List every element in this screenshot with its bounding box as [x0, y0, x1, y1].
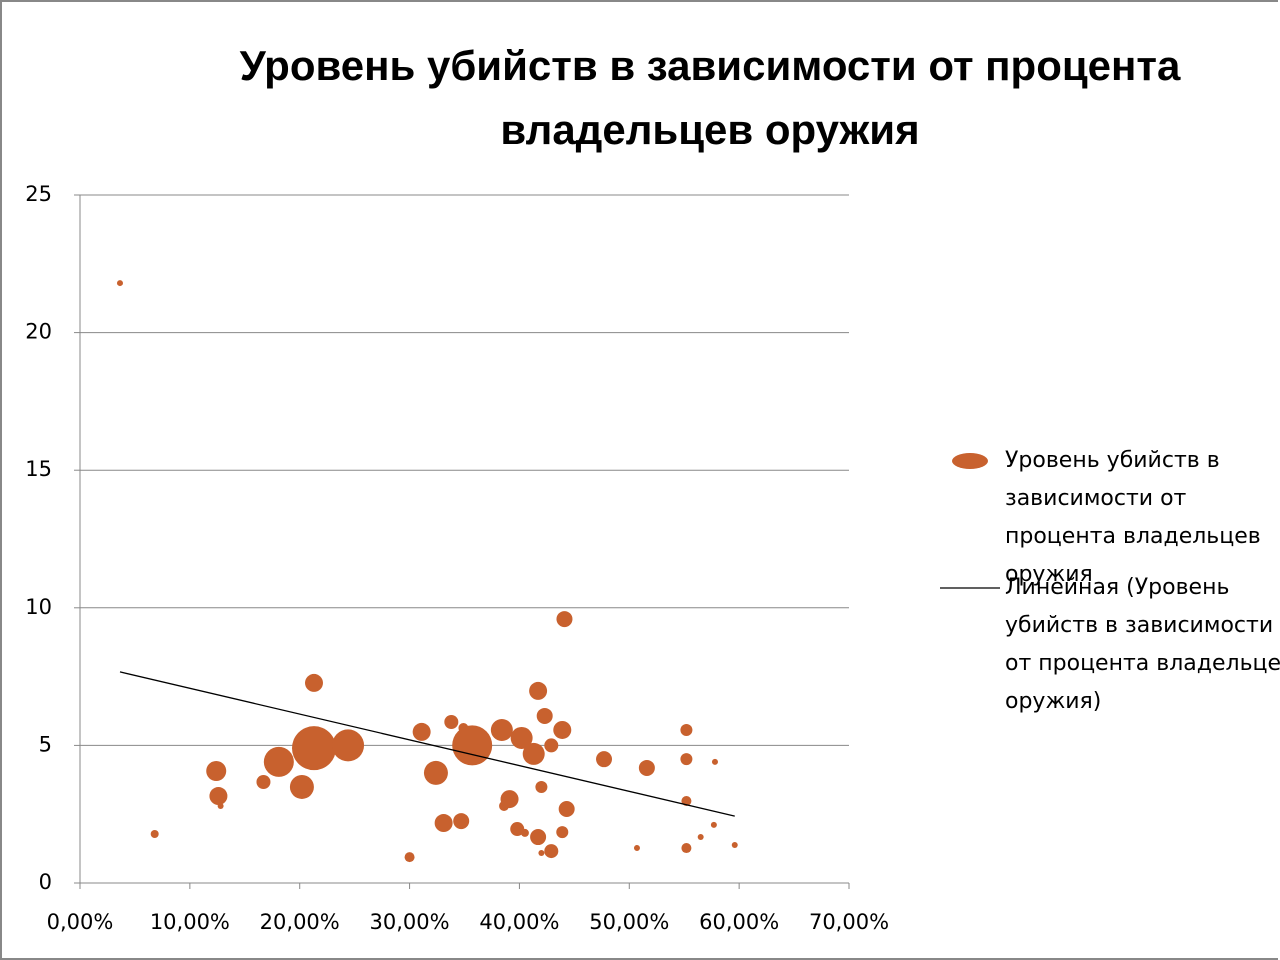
bubble	[289, 774, 314, 799]
bubble	[530, 829, 547, 846]
bubble	[529, 681, 548, 700]
bubble	[553, 720, 572, 739]
y-tick-label: 25	[25, 182, 52, 206]
bubble	[217, 802, 224, 809]
bubble	[434, 814, 453, 833]
bubble	[536, 707, 553, 724]
y-tick-label: 0	[39, 870, 52, 894]
bubble	[544, 844, 559, 859]
bubble	[206, 760, 227, 781]
bubble	[681, 843, 692, 854]
y-tick-label: 5	[39, 732, 52, 756]
bubble	[522, 742, 545, 765]
x-tick-label: 0,00%	[47, 910, 114, 934]
bubble	[209, 787, 228, 806]
x-tick-label: 20,00%	[260, 910, 340, 934]
bubble	[510, 822, 525, 837]
legend-label: Уровень убийств в зависимости от процент…	[1005, 448, 1261, 587]
bubble	[731, 842, 738, 849]
bubble	[697, 834, 704, 841]
bubble	[520, 828, 529, 837]
bubble	[681, 795, 692, 806]
bubble	[556, 826, 569, 839]
bubble	[544, 738, 559, 753]
bubble	[256, 775, 271, 790]
bubble	[558, 800, 575, 817]
bubble	[680, 723, 693, 736]
x-tick-label: 30,00%	[370, 910, 450, 934]
x-tick-label: 10,00%	[150, 910, 230, 934]
y-tick-label: 10	[25, 595, 52, 619]
bubble	[412, 722, 431, 741]
bubble	[538, 850, 545, 857]
bubble	[304, 673, 323, 692]
bubble	[633, 845, 640, 852]
bubble	[452, 725, 493, 766]
bubble	[263, 746, 294, 777]
bubble	[510, 726, 533, 749]
bubble	[596, 751, 613, 768]
x-tick-label: 50,00%	[589, 910, 669, 934]
bubble	[404, 852, 415, 863]
x-tick-label: 60,00%	[699, 910, 779, 934]
x-tick-label: 70,00%	[809, 910, 889, 934]
legend-label: Линейная (Уровень убийств в зависимости …	[1005, 575, 1280, 714]
y-tick-label: 15	[25, 457, 52, 481]
y-tick-label: 20	[25, 320, 52, 344]
bubble	[453, 813, 470, 830]
bubble	[444, 715, 459, 730]
bubble	[490, 718, 513, 741]
bubble	[710, 821, 717, 828]
bubble	[332, 729, 365, 762]
bubble	[711, 758, 718, 765]
bubble	[638, 759, 655, 776]
legend-symbol	[952, 453, 988, 469]
trend-line	[119, 671, 735, 817]
bubble	[535, 780, 548, 793]
chart-title: Уровень убийств в зависимости от процент…	[239, 42, 1181, 153]
bubble	[116, 280, 123, 287]
x-tick-label: 40,00%	[479, 910, 559, 934]
bubble	[423, 760, 448, 785]
bubble	[150, 830, 159, 839]
bubble	[291, 726, 336, 771]
bubble	[500, 790, 519, 809]
bubble	[680, 753, 693, 766]
bubble	[556, 611, 573, 628]
